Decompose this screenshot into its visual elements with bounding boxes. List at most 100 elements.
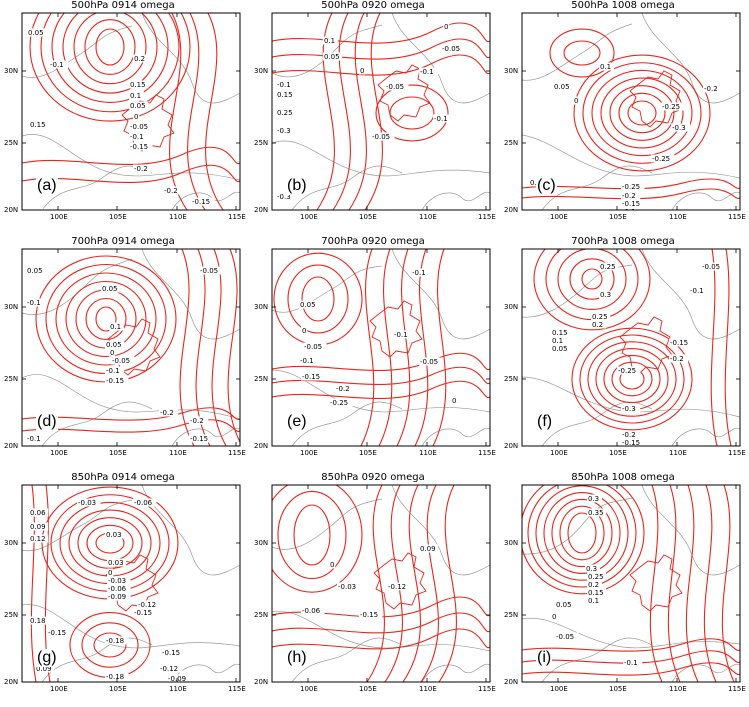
contour-label: 0 bbox=[444, 23, 448, 31]
map-frame bbox=[521, 248, 741, 447]
contour-label: 0.09 bbox=[36, 665, 52, 673]
panel-title: 850hPa 0920 omega bbox=[321, 472, 425, 483]
contour-label: 0.1 bbox=[600, 63, 611, 71]
x-tick-label: 105E bbox=[109, 449, 127, 457]
omega-contour bbox=[272, 485, 363, 593]
panel-tag: (a) bbox=[36, 177, 58, 195]
x-tick-label: 110E bbox=[669, 213, 687, 221]
contour-label: -0.03 bbox=[78, 499, 96, 507]
contour-label: 0.15 bbox=[277, 91, 293, 99]
y-tick-label: 20N bbox=[504, 206, 518, 214]
contour-label: -0.2 bbox=[704, 85, 718, 93]
y-tick-label: 25N bbox=[504, 611, 518, 619]
country-border bbox=[391, 485, 490, 576]
x-tick-label: 105E bbox=[359, 449, 377, 457]
country-border bbox=[291, 637, 403, 682]
contour-label: -0.15 bbox=[192, 198, 210, 206]
x-tick-label: 105E bbox=[359, 685, 377, 693]
map-canvas-e: -0.1 0.05 0 -0.1 -0.05 -0.1 -0.05 -0.15 -0.2 -0.2… bbox=[254, 248, 496, 457]
omega-contour bbox=[573, 54, 711, 172]
omega-contour bbox=[187, 13, 206, 210]
map-panel-d: 0.05 -0.05 0.05 -0.1 0.1 0.05 0 -0.05 -0.1 -0.15-… bbox=[0, 236, 246, 471]
map-frame bbox=[521, 484, 741, 683]
contour-label: -0.1 bbox=[130, 133, 144, 141]
contour-label: 0.06 bbox=[30, 509, 46, 517]
omega-contour bbox=[272, 380, 490, 400]
x-tick-label: 105E bbox=[359, 213, 377, 221]
country-border bbox=[641, 13, 740, 104]
y-tick-label: 25N bbox=[504, 375, 518, 383]
omega-contour bbox=[559, 505, 605, 561]
omega-contour bbox=[543, 492, 621, 574]
contour-label: 0.12 bbox=[30, 535, 46, 543]
contour-label: -0.15 bbox=[48, 629, 66, 637]
y-tick-label: 30N bbox=[254, 67, 268, 75]
omega-contour bbox=[522, 638, 740, 652]
y-tick-label: 30N bbox=[4, 539, 18, 547]
contour-label: -0.05 bbox=[112, 357, 130, 365]
omega-contour bbox=[95, 28, 125, 66]
omega-contour bbox=[84, 19, 136, 75]
contour-label: -0.2 bbox=[160, 409, 174, 417]
map-canvas-i: 0.30.350.30.250.20.150.10.050-0.05-0.110… bbox=[504, 484, 746, 693]
y-tick-label: 20N bbox=[254, 678, 268, 686]
panel-title: 700hPa 0914 omega bbox=[71, 236, 175, 247]
contour-label: 0.15 bbox=[30, 121, 46, 129]
omega-contour bbox=[29, 13, 191, 122]
contour-label: -0.25 bbox=[330, 399, 348, 407]
y-tick-label: 30N bbox=[4, 67, 18, 75]
omega-contour bbox=[551, 498, 613, 568]
omega-contour bbox=[77, 517, 143, 569]
country-border bbox=[522, 264, 633, 318]
contour-label: 0.05 bbox=[554, 83, 570, 91]
omega-contour bbox=[389, 96, 435, 130]
contour-label: 0.05 bbox=[552, 345, 568, 353]
contour-label: 0.09 bbox=[420, 545, 436, 553]
omega-contour bbox=[667, 485, 681, 682]
omega-contour bbox=[420, 485, 439, 682]
omega-contour bbox=[287, 264, 349, 334]
map-panel-h: 0.09 0 -0.03 -0.12 -0.06 -0.15 0.06 100E 105E 110… bbox=[250, 472, 496, 707]
map-frame bbox=[21, 12, 241, 211]
panel-tag: (i) bbox=[536, 649, 553, 667]
contour-label: 0.18 bbox=[30, 617, 46, 625]
contour-label: 0.25 bbox=[277, 109, 293, 117]
y-tick-label: 25N bbox=[254, 611, 268, 619]
omega-contour bbox=[591, 69, 693, 157]
omega-contour bbox=[587, 341, 677, 417]
y-tick-label: 25N bbox=[4, 611, 18, 619]
contour-label: -0.05 bbox=[442, 45, 460, 53]
map-canvas-h: 0.09 0 -0.03 -0.12 -0.06 -0.15 0.06 100E 105E 110… bbox=[254, 484, 496, 693]
country-border bbox=[391, 13, 490, 104]
x-tick-label: 100E bbox=[550, 685, 568, 693]
x-tick-label: 100E bbox=[300, 685, 318, 693]
country-border bbox=[41, 637, 153, 682]
omega-contour bbox=[332, 13, 351, 210]
province-outline bbox=[373, 552, 427, 610]
country-border bbox=[22, 134, 240, 181]
omega-contour bbox=[535, 485, 629, 581]
omega-contour bbox=[571, 327, 693, 431]
map-canvas-a: 0.05 -0.1 0.2 0.15 0.1 0.05 0 -0.05 -0.1 -0.15 -0.… bbox=[4, 12, 246, 221]
country-border bbox=[272, 24, 383, 78]
contour-label: -0.2 bbox=[164, 187, 178, 195]
country-border bbox=[22, 604, 240, 649]
omega-contour bbox=[348, 13, 367, 210]
y-tick-label: 20N bbox=[4, 442, 18, 450]
contour-label: -0.3 bbox=[672, 124, 686, 132]
country-border bbox=[671, 191, 740, 210]
country-border bbox=[141, 485, 240, 576]
contour-label: -0.15 bbox=[130, 143, 148, 151]
country-border bbox=[272, 140, 490, 177]
x-tick-label: 100E bbox=[50, 449, 68, 457]
omega-contour bbox=[549, 28, 615, 78]
contour-label: 0.25 bbox=[592, 313, 608, 321]
contour-label: -0.3 bbox=[277, 193, 291, 201]
omega-contour bbox=[81, 622, 139, 668]
panel-tag: (c) bbox=[536, 177, 557, 195]
omega-contour bbox=[384, 485, 403, 682]
contour-label: 0.05 bbox=[102, 285, 118, 293]
contour-label: -0.05 bbox=[420, 358, 438, 366]
omega-contour bbox=[45, 263, 167, 375]
contour-label: -0.05 bbox=[556, 633, 574, 641]
